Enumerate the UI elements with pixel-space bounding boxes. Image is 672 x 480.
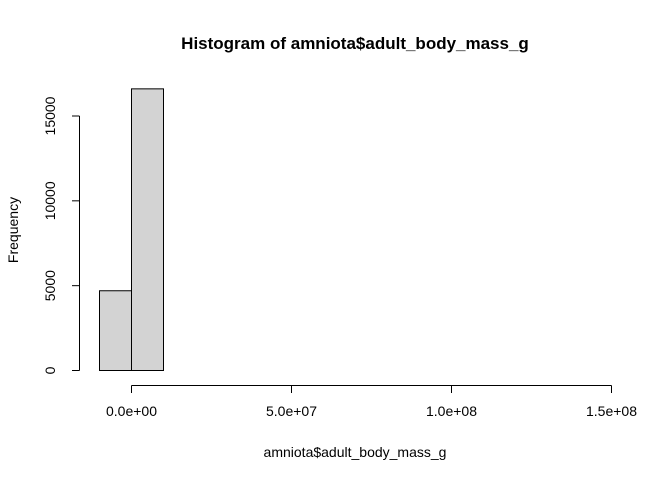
x-tick-label: 5.0e+07	[266, 403, 317, 419]
x-tick-label: 1.0e+08	[426, 403, 477, 419]
histogram-bar	[99, 290, 132, 371]
y-tick-label: 0	[42, 366, 58, 374]
y-tick-label: 15000	[42, 96, 58, 135]
x-axis: 0.0e+00 5.0e+07 1.0e+08 1.5e+08	[106, 385, 637, 419]
x-tick-label: 0.0e+00	[106, 403, 157, 419]
y-axis-label: Frequency	[5, 197, 21, 263]
x-axis-label: amniota$adult_body_mass_g	[264, 444, 447, 460]
y-tick-label: 10000	[42, 181, 58, 220]
histogram-bar	[131, 88, 164, 371]
bars-group	[99, 88, 164, 371]
x-tick-label: 1.5e+08	[586, 403, 637, 419]
y-axis: 0 5000 10000 15000	[42, 96, 80, 374]
chart-title: Histogram of amniota$adult_body_mass_g	[181, 34, 529, 53]
y-tick-label: 5000	[42, 270, 58, 301]
